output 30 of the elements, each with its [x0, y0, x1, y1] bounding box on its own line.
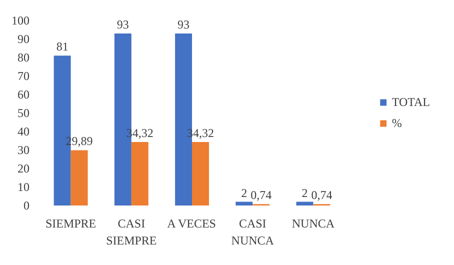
legend-label: TOTAL [392, 94, 430, 110]
data-label: 2 [241, 186, 248, 200]
y-tick-label: 10 [18, 180, 30, 194]
data-label: 0,74 [250, 188, 272, 202]
data-label: 93 [116, 17, 129, 32]
y-tick-label: 60 [18, 88, 30, 102]
bar [236, 202, 253, 206]
bar [192, 142, 209, 206]
y-tick-label: 70 [18, 69, 30, 83]
data-label: 2 [302, 186, 308, 200]
x-tick-label: SIEMPRE [45, 216, 96, 230]
data-label: 81 [56, 40, 68, 54]
bar [131, 142, 148, 206]
y-tick-label: 100 [12, 14, 30, 28]
bar [296, 202, 314, 206]
legend-label: % [392, 116, 403, 130]
x-tick-label: NUNCA [292, 216, 335, 230]
x-tick-label: CASI SIEMPRE [106, 216, 157, 248]
data-label: 93 [178, 17, 190, 32]
y-tick-label: 90 [18, 32, 30, 46]
y-tick-label: 50 [18, 106, 30, 120]
y-tick-label: 40 [18, 124, 30, 138]
x-tick-label: CASI NUNCA [231, 216, 274, 248]
y-tick-label: 0 [24, 198, 30, 212]
y-tick-label: 80 [18, 50, 30, 64]
y-tick-label: 30 [18, 143, 30, 157]
x-tick-label: A VECES [167, 216, 216, 230]
y-tick-label: 20 [18, 162, 30, 176]
bar [70, 150, 88, 206]
data-label: 0,74 [311, 188, 332, 202]
